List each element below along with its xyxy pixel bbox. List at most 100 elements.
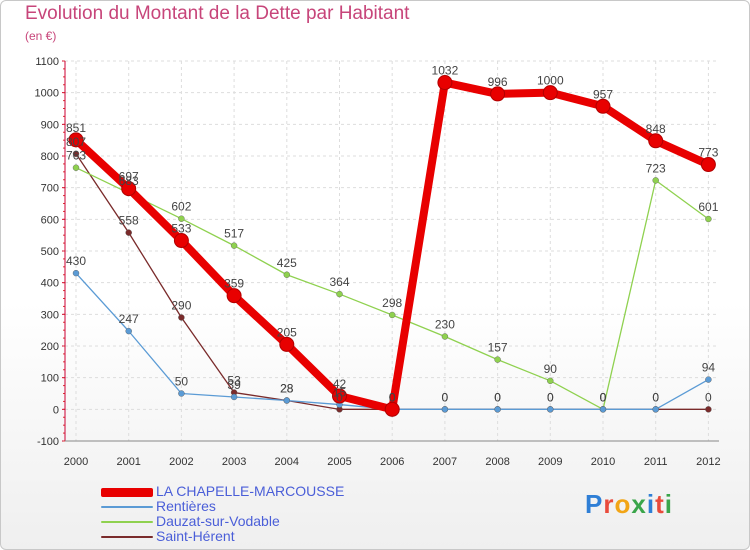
y-tick-label: 900 — [41, 119, 59, 131]
data-label: 533 — [171, 222, 191, 236]
data-label: 0 — [600, 390, 607, 404]
data-point — [336, 290, 343, 298]
data-label: 50 — [175, 375, 189, 389]
chart-title: Evolution du Montant de la Dette par Hab… — [25, 3, 410, 24]
data-point — [384, 401, 400, 417]
x-tick-label: 2006 — [380, 456, 404, 468]
data-label: 558 — [119, 214, 139, 228]
data-label: 0 — [442, 390, 449, 404]
data-point — [705, 376, 712, 383]
x-tick-label: 2005 — [327, 456, 351, 468]
data-point — [72, 150, 80, 157]
data-label: 0 — [389, 390, 396, 404]
y-tick-label: 100 — [41, 373, 59, 385]
x-tick-label: 2007 — [433, 456, 457, 468]
y-tick-label: -100 — [37, 436, 59, 448]
x-tick-label: 2011 — [644, 456, 668, 468]
data-label: 1032 — [432, 64, 459, 78]
data-label: 0 — [600, 390, 607, 404]
logo-letter: x — [631, 489, 647, 519]
data-label: 0 — [442, 390, 449, 404]
logo-letter: r — [603, 489, 615, 519]
data-label: 364 — [329, 275, 349, 289]
data-label: 39 — [227, 378, 241, 392]
x-tick-label: 2002 — [169, 456, 193, 468]
data-point — [226, 288, 242, 304]
data-label: 247 — [119, 312, 139, 326]
x-tick-label: 2001 — [116, 456, 140, 468]
data-point — [230, 393, 238, 401]
y-tick-label: 300 — [41, 309, 59, 321]
data-point — [648, 133, 664, 149]
y-tick-label: 1000 — [35, 88, 59, 100]
y-tick-label: 500 — [41, 246, 59, 258]
data-label: 0 — [494, 390, 501, 404]
data-point — [283, 397, 290, 404]
data-label: 53 — [227, 374, 241, 388]
y-tick-label: 200 — [41, 341, 59, 353]
logo-letter: i — [646, 489, 656, 519]
data-label: 28 — [280, 381, 294, 395]
data-point — [494, 406, 501, 413]
x-tick-label: 2010 — [591, 456, 615, 468]
data-point — [441, 406, 449, 413]
data-label: 957 — [593, 87, 613, 101]
data-point — [490, 86, 506, 102]
data-label: 851 — [66, 121, 86, 135]
x-tick-label: 2012 — [696, 456, 720, 468]
data-point — [542, 85, 558, 101]
data-point — [178, 314, 185, 321]
data-point — [389, 311, 396, 319]
data-label: 0 — [652, 390, 659, 404]
data-point — [700, 157, 716, 173]
y-tick-label: 700 — [41, 183, 59, 195]
data-point — [230, 242, 238, 249]
data-point — [595, 98, 611, 114]
proxiti-logo: ProxitiProxiti — [585, 489, 673, 520]
data-point — [72, 269, 80, 277]
legend-label: Saint-Hérent — [156, 528, 235, 544]
data-label: 430 — [66, 254, 86, 268]
x-tick-label: 2009 — [538, 456, 562, 468]
data-label: 773 — [698, 146, 718, 160]
x-tick-label: 2000 — [64, 456, 88, 468]
data-point — [125, 327, 132, 335]
data-label: 0 — [494, 390, 501, 404]
data-label: 90 — [544, 362, 558, 376]
data-label: 601 — [698, 200, 718, 214]
data-label: 298 — [382, 296, 402, 310]
data-point — [178, 215, 185, 222]
legend-swatch — [101, 521, 153, 523]
logo-letter: o — [614, 489, 632, 519]
data-point — [547, 406, 554, 413]
data-point — [652, 406, 659, 413]
data-point — [441, 333, 449, 340]
data-point — [332, 388, 347, 404]
data-point — [173, 233, 189, 249]
data-label: 723 — [646, 161, 666, 175]
logo-letter: P — [585, 489, 604, 519]
x-tick-label: 2004 — [275, 456, 299, 468]
data-label: 0 — [547, 390, 554, 404]
data-label: 0 — [705, 390, 712, 404]
legend-swatch — [101, 506, 153, 508]
legend-swatch — [101, 487, 153, 497]
data-point — [125, 229, 132, 236]
data-point — [705, 406, 712, 413]
data-point — [547, 377, 554, 385]
series-0 — [68, 75, 716, 417]
data-label: 42 — [333, 377, 347, 391]
data-label: 205 — [277, 325, 297, 339]
series-line — [72, 78, 713, 414]
data-point — [279, 336, 295, 352]
legend-label: Dauzat-sur-Vodable — [156, 513, 280, 529]
data-label: 517 — [224, 227, 244, 241]
data-point — [437, 75, 453, 91]
data-label: 0 — [652, 390, 659, 404]
data-label: 94 — [702, 361, 716, 375]
logo-letter: i — [664, 489, 673, 519]
x-tick-label: 2008 — [485, 456, 509, 468]
data-point — [121, 181, 137, 197]
